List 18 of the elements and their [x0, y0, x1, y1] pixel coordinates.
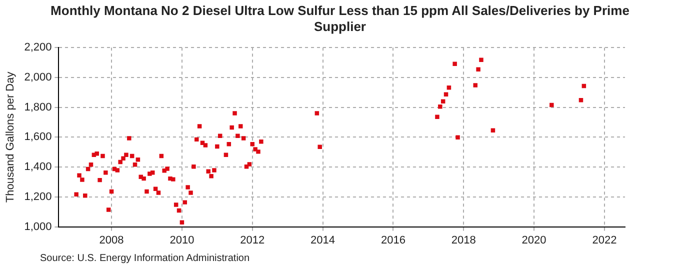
- source-note: Source: U.S. Energy Information Administration: [40, 253, 250, 264]
- x-tick-label: 2016: [380, 234, 406, 246]
- y-tick-label: 2,000: [24, 72, 52, 84]
- x-tick-label: 2010: [170, 234, 194, 246]
- y-tick-label: 1,800: [24, 101, 52, 114]
- y-tick-label: 1,200: [24, 190, 52, 203]
- x-tick-label: 2018: [451, 234, 476, 246]
- x-tick-label: 2014: [310, 234, 336, 246]
- x-tick-label: 2022: [592, 234, 617, 246]
- y-tick-label: 2,200: [24, 42, 52, 54]
- x-tick-label: 2012: [240, 234, 265, 246]
- y-tick-label: 1,400: [24, 161, 52, 174]
- chart-title: Monthly Montana No 2 Diesel Ultra Low Sulfur Less than 15 ppm All Sales/Deliveries by Prime Supplier: [50, 3, 630, 35]
- x-tick-label: 2008: [99, 234, 124, 246]
- y-tick-label: 1,000: [24, 220, 52, 233]
- x-tick-label: 2020: [522, 234, 546, 246]
- y-axis-title: Thousand Gallons per Day: [4, 71, 17, 203]
- y-tick-label: 1,600: [24, 131, 52, 144]
